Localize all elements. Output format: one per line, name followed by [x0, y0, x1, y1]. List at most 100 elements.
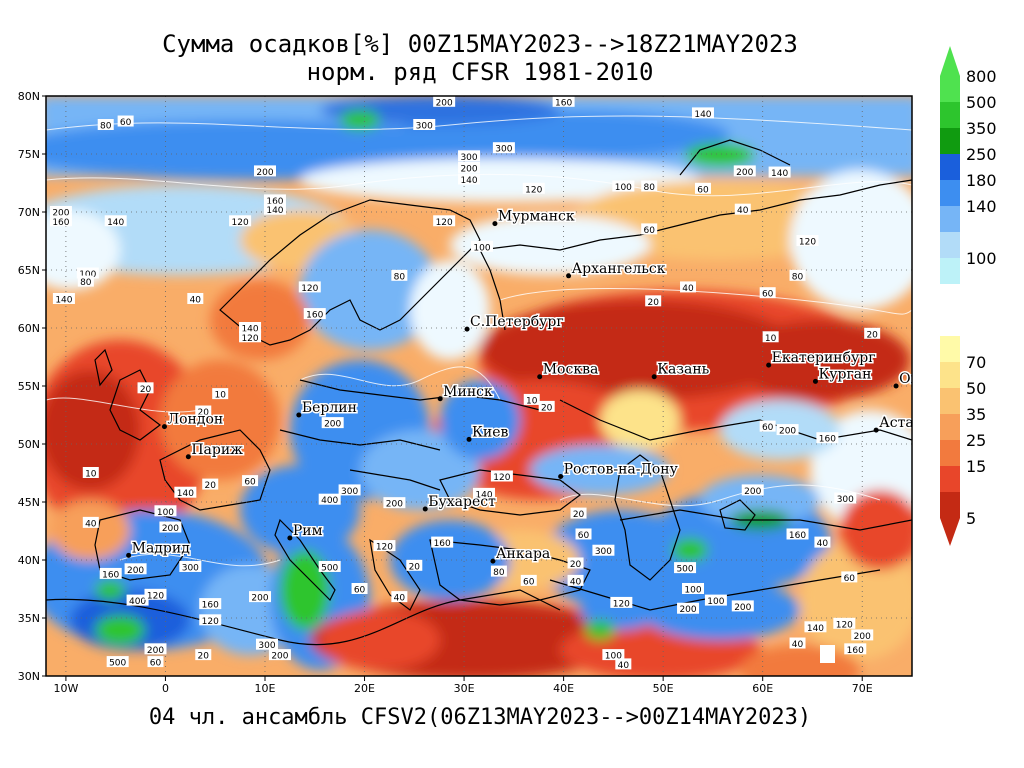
svg-text:40: 40	[190, 296, 202, 306]
map-grid	[46, 96, 912, 676]
colorbar-label: 25	[966, 431, 986, 450]
svg-text:120: 120	[799, 238, 816, 248]
city-dot	[558, 473, 564, 479]
y-tick-label: 35N	[18, 612, 40, 625]
colorbar-swatch	[940, 232, 960, 258]
svg-text:300: 300	[341, 487, 358, 497]
svg-text:200: 200	[271, 652, 288, 662]
svg-text:20: 20	[198, 652, 210, 662]
svg-text:40: 40	[394, 594, 406, 604]
svg-text:20: 20	[140, 385, 152, 395]
contour-label: 40	[734, 203, 751, 216]
y-tick-label: 50N	[18, 438, 40, 451]
city-dot	[812, 378, 818, 384]
y-tick-label: 40N	[18, 554, 40, 567]
svg-text:40: 40	[85, 519, 97, 529]
colorbar-swatch	[940, 206, 960, 232]
svg-text:40: 40	[618, 661, 630, 671]
colorbar-swatch	[940, 128, 960, 154]
contour-label: 140	[768, 166, 791, 179]
svg-text:200: 200	[147, 646, 164, 656]
colorbar-label: 250	[966, 145, 997, 164]
contour-label: 100	[154, 505, 177, 518]
contour-label: 160	[199, 598, 222, 611]
svg-text:80: 80	[100, 122, 112, 132]
city-dot	[185, 454, 191, 460]
svg-text:120: 120	[525, 185, 542, 195]
contour-label: 60	[641, 223, 658, 236]
city-name: Киев	[472, 424, 508, 440]
contour-label: 100	[470, 240, 493, 253]
city-marker: Ростов-на-Дону	[558, 460, 680, 479]
x-tick-label: 60E	[752, 682, 773, 695]
svg-text:20: 20	[198, 408, 210, 418]
svg-text:120: 120	[613, 599, 630, 609]
svg-text:160: 160	[789, 531, 806, 541]
city-marker: Париж	[185, 440, 245, 460]
svg-text:140: 140	[107, 218, 124, 228]
y-tick-label: 75N	[18, 148, 40, 161]
city-marker: С.Петербург	[464, 313, 565, 332]
contour-label: 200	[253, 165, 276, 178]
contour-label: 20	[645, 295, 662, 308]
contour-label: 140	[104, 215, 127, 228]
contour-label: 20	[195, 405, 212, 418]
city-name: Анкара	[496, 546, 550, 562]
svg-text:100: 100	[707, 597, 724, 607]
city-name: Омск	[899, 371, 938, 387]
svg-text:140: 140	[807, 624, 824, 634]
colorbar-label: 100	[966, 249, 997, 268]
y-tick-label: 80N	[18, 90, 40, 103]
contour-label: 160	[816, 432, 839, 445]
colorbar-label: 50	[966, 379, 986, 398]
contour-label: 20	[538, 400, 555, 413]
chart-subtitle: норм. ряд CFSR 1981-2010	[306, 58, 654, 86]
colorbar-label: 800	[966, 67, 997, 86]
contour-label: 200	[321, 417, 344, 430]
svg-text:200: 200	[52, 209, 69, 219]
contour-label: 80	[789, 269, 806, 282]
contour-label: 300	[458, 150, 481, 163]
city-dot	[651, 374, 657, 380]
y-tick-label: 65N	[18, 264, 40, 277]
svg-text:10: 10	[765, 334, 777, 344]
svg-text:140: 140	[694, 110, 711, 120]
colorbar-swatch	[940, 466, 960, 492]
city-marker: Мурманск	[492, 207, 576, 227]
colorbar-swatch	[940, 388, 960, 414]
svg-text:40: 40	[817, 539, 829, 549]
svg-text:120: 120	[376, 543, 393, 553]
svg-text:200: 200	[736, 168, 753, 178]
colorbar-label: 500	[966, 93, 997, 112]
svg-text:300: 300	[416, 122, 433, 132]
colorbar-label: 15	[966, 457, 986, 476]
contour-label: 60	[351, 583, 368, 596]
colorbar-swatch	[940, 154, 960, 180]
city-name: Рим	[293, 523, 323, 539]
contour-label: 200	[144, 643, 167, 656]
city-name: Екатеринбург	[772, 350, 876, 366]
colorbar-swatch	[940, 440, 960, 466]
contour-label: 200	[731, 600, 754, 613]
city-name: Минск	[443, 384, 493, 400]
city-dot	[492, 221, 498, 227]
svg-text:140: 140	[460, 176, 477, 186]
city-dot	[893, 383, 899, 389]
colorbar-bottom-arrow	[940, 518, 960, 546]
contour-label: 300	[413, 119, 436, 132]
svg-text:160: 160	[202, 601, 219, 611]
colorbar-label: 5	[966, 509, 976, 528]
city-marker: Омск	[893, 370, 938, 389]
contour-label: 10	[523, 393, 540, 406]
colorbar-swatch	[940, 180, 960, 206]
city-dot	[464, 326, 470, 332]
city-marker: Курган	[812, 365, 873, 384]
contour-label: 60	[147, 656, 164, 669]
contour-label: 140	[52, 293, 75, 306]
city-name: Мадрид	[132, 540, 191, 556]
city-name: Ростов-на-Дону	[564, 461, 679, 477]
contour-label: 80	[97, 119, 114, 132]
city-marker: Берлин	[296, 399, 358, 418]
contour-label: 20	[864, 327, 881, 340]
contour-label: 120	[373, 540, 396, 553]
